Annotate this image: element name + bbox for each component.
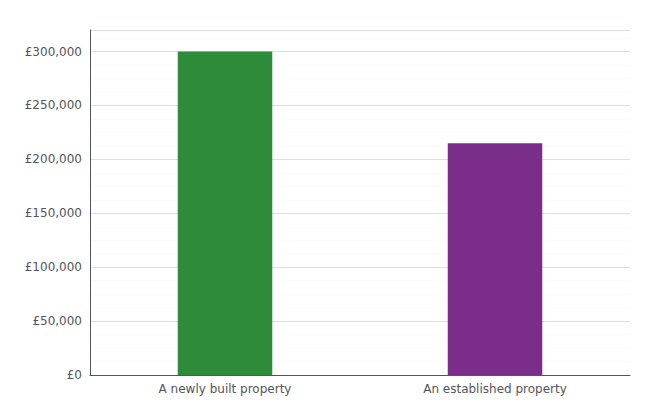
svg-text:£150,000: £150,000 bbox=[25, 206, 82, 220]
svg-text:£100,000: £100,000 bbox=[25, 260, 82, 274]
svg-text:A newly built property: A newly built property bbox=[159, 382, 292, 396]
svg-text:£250,000: £250,000 bbox=[25, 98, 82, 112]
svg-text:£200,000: £200,000 bbox=[25, 152, 82, 166]
svg-text:£50,000: £50,000 bbox=[32, 314, 82, 328]
svg-text:An established property: An established property bbox=[423, 382, 567, 396]
svg-text:£0: £0 bbox=[67, 368, 82, 382]
svg-text:£300,000: £300,000 bbox=[25, 45, 82, 59]
